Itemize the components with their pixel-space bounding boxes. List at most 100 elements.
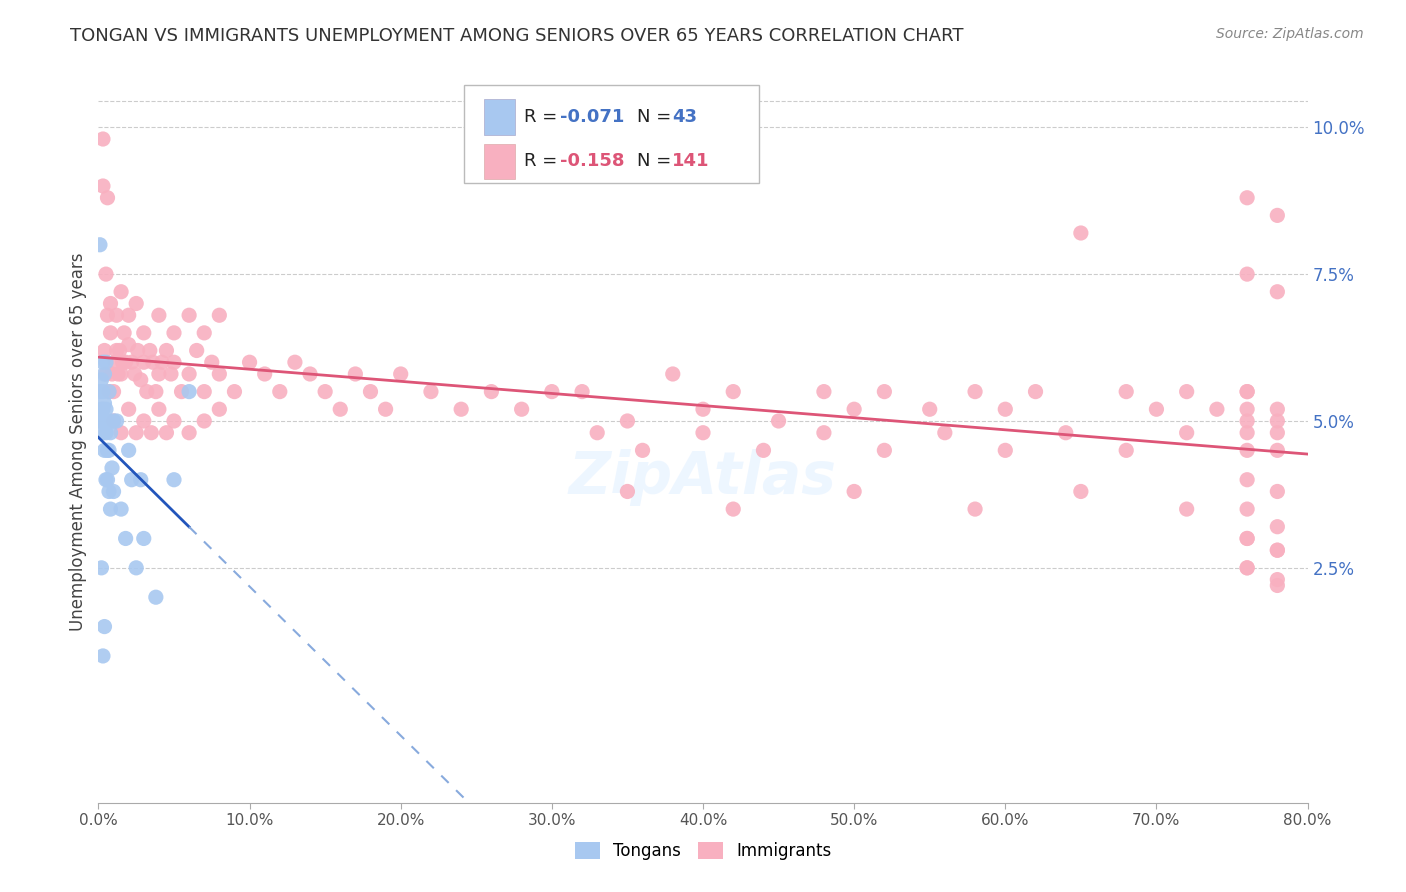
- Point: [111, 355, 134, 369]
- Point: [1267, 208, 1289, 222]
- Point: [1267, 414, 1289, 428]
- Point: [1267, 519, 1289, 533]
- Point: [873, 443, 896, 458]
- Point: [994, 402, 1017, 417]
- Point: [420, 384, 443, 399]
- Point: [105, 343, 128, 358]
- Point: [100, 326, 122, 340]
- Point: [1236, 532, 1258, 546]
- Point: [723, 502, 745, 516]
- Point: [100, 296, 122, 310]
- Point: [93, 443, 115, 458]
- Point: [89, 237, 111, 252]
- Point: [1144, 402, 1167, 417]
- Text: -0.071: -0.071: [560, 108, 624, 126]
- Text: R =: R =: [524, 153, 564, 170]
- Point: [179, 384, 201, 399]
- Point: [208, 367, 231, 381]
- Point: [90, 373, 112, 387]
- Point: [1267, 443, 1289, 458]
- Point: [284, 355, 307, 369]
- Point: [314, 384, 336, 399]
- Point: [1267, 285, 1289, 299]
- Point: [148, 402, 170, 417]
- Point: [94, 473, 117, 487]
- Point: [110, 502, 132, 516]
- Point: [1236, 561, 1258, 575]
- Point: [299, 367, 322, 381]
- Point: [1115, 443, 1137, 458]
- Point: [91, 384, 114, 399]
- Point: [1236, 402, 1258, 417]
- Point: [344, 367, 367, 381]
- Point: [93, 367, 115, 381]
- Point: [141, 425, 163, 440]
- Point: [170, 384, 193, 399]
- Point: [692, 402, 714, 417]
- Point: [965, 502, 987, 516]
- Point: [94, 367, 117, 381]
- Point: [179, 367, 201, 381]
- Point: [121, 355, 143, 369]
- Point: [1175, 425, 1198, 440]
- Point: [1115, 384, 1137, 399]
- Text: TONGAN VS IMMIGRANTS UNEMPLOYMENT AMONG SENIORS OVER 65 YEARS CORRELATION CHART: TONGAN VS IMMIGRANTS UNEMPLOYMENT AMONG …: [70, 27, 963, 45]
- Point: [1175, 384, 1198, 399]
- Y-axis label: Unemployment Among Seniors over 65 years: Unemployment Among Seniors over 65 years: [69, 252, 87, 631]
- Point: [163, 473, 186, 487]
- Point: [155, 343, 177, 358]
- Point: [586, 425, 609, 440]
- Point: [540, 384, 562, 399]
- Point: [1024, 384, 1046, 399]
- Point: [374, 402, 396, 417]
- Point: [1236, 384, 1258, 399]
- Point: [101, 367, 124, 381]
- Point: [91, 425, 114, 440]
- Point: [918, 402, 941, 417]
- Point: [142, 355, 165, 369]
- Point: [103, 414, 125, 428]
- Point: [1070, 484, 1092, 499]
- Point: [1236, 267, 1258, 281]
- Point: [96, 414, 118, 428]
- Point: [844, 484, 866, 499]
- Point: [1236, 414, 1258, 428]
- Point: [1267, 578, 1289, 592]
- Point: [1236, 443, 1258, 458]
- Point: [125, 561, 148, 575]
- Point: [571, 384, 593, 399]
- Point: [108, 343, 131, 358]
- Point: [94, 425, 117, 440]
- Point: [101, 461, 124, 475]
- Point: [103, 384, 125, 399]
- Point: [631, 443, 654, 458]
- Point: [91, 179, 114, 194]
- Text: N =: N =: [637, 153, 676, 170]
- Point: [1267, 484, 1289, 499]
- Point: [1267, 425, 1289, 440]
- Point: [98, 484, 121, 499]
- Point: [160, 367, 183, 381]
- Point: [118, 402, 141, 417]
- Point: [114, 532, 136, 546]
- Point: [96, 191, 118, 205]
- Point: [1236, 425, 1258, 440]
- Point: [692, 425, 714, 440]
- Point: [1267, 543, 1289, 558]
- Point: [208, 308, 231, 322]
- Point: [186, 343, 208, 358]
- Point: [132, 532, 155, 546]
- Point: [1175, 502, 1198, 516]
- Point: [752, 443, 775, 458]
- Point: [112, 326, 135, 340]
- Point: [616, 414, 638, 428]
- Point: [90, 561, 112, 575]
- Point: [163, 326, 186, 340]
- Point: [91, 648, 114, 663]
- Point: [135, 384, 157, 399]
- Point: [150, 355, 173, 369]
- Point: [105, 308, 128, 322]
- Point: [193, 414, 215, 428]
- Point: [193, 326, 215, 340]
- Point: [1236, 473, 1258, 487]
